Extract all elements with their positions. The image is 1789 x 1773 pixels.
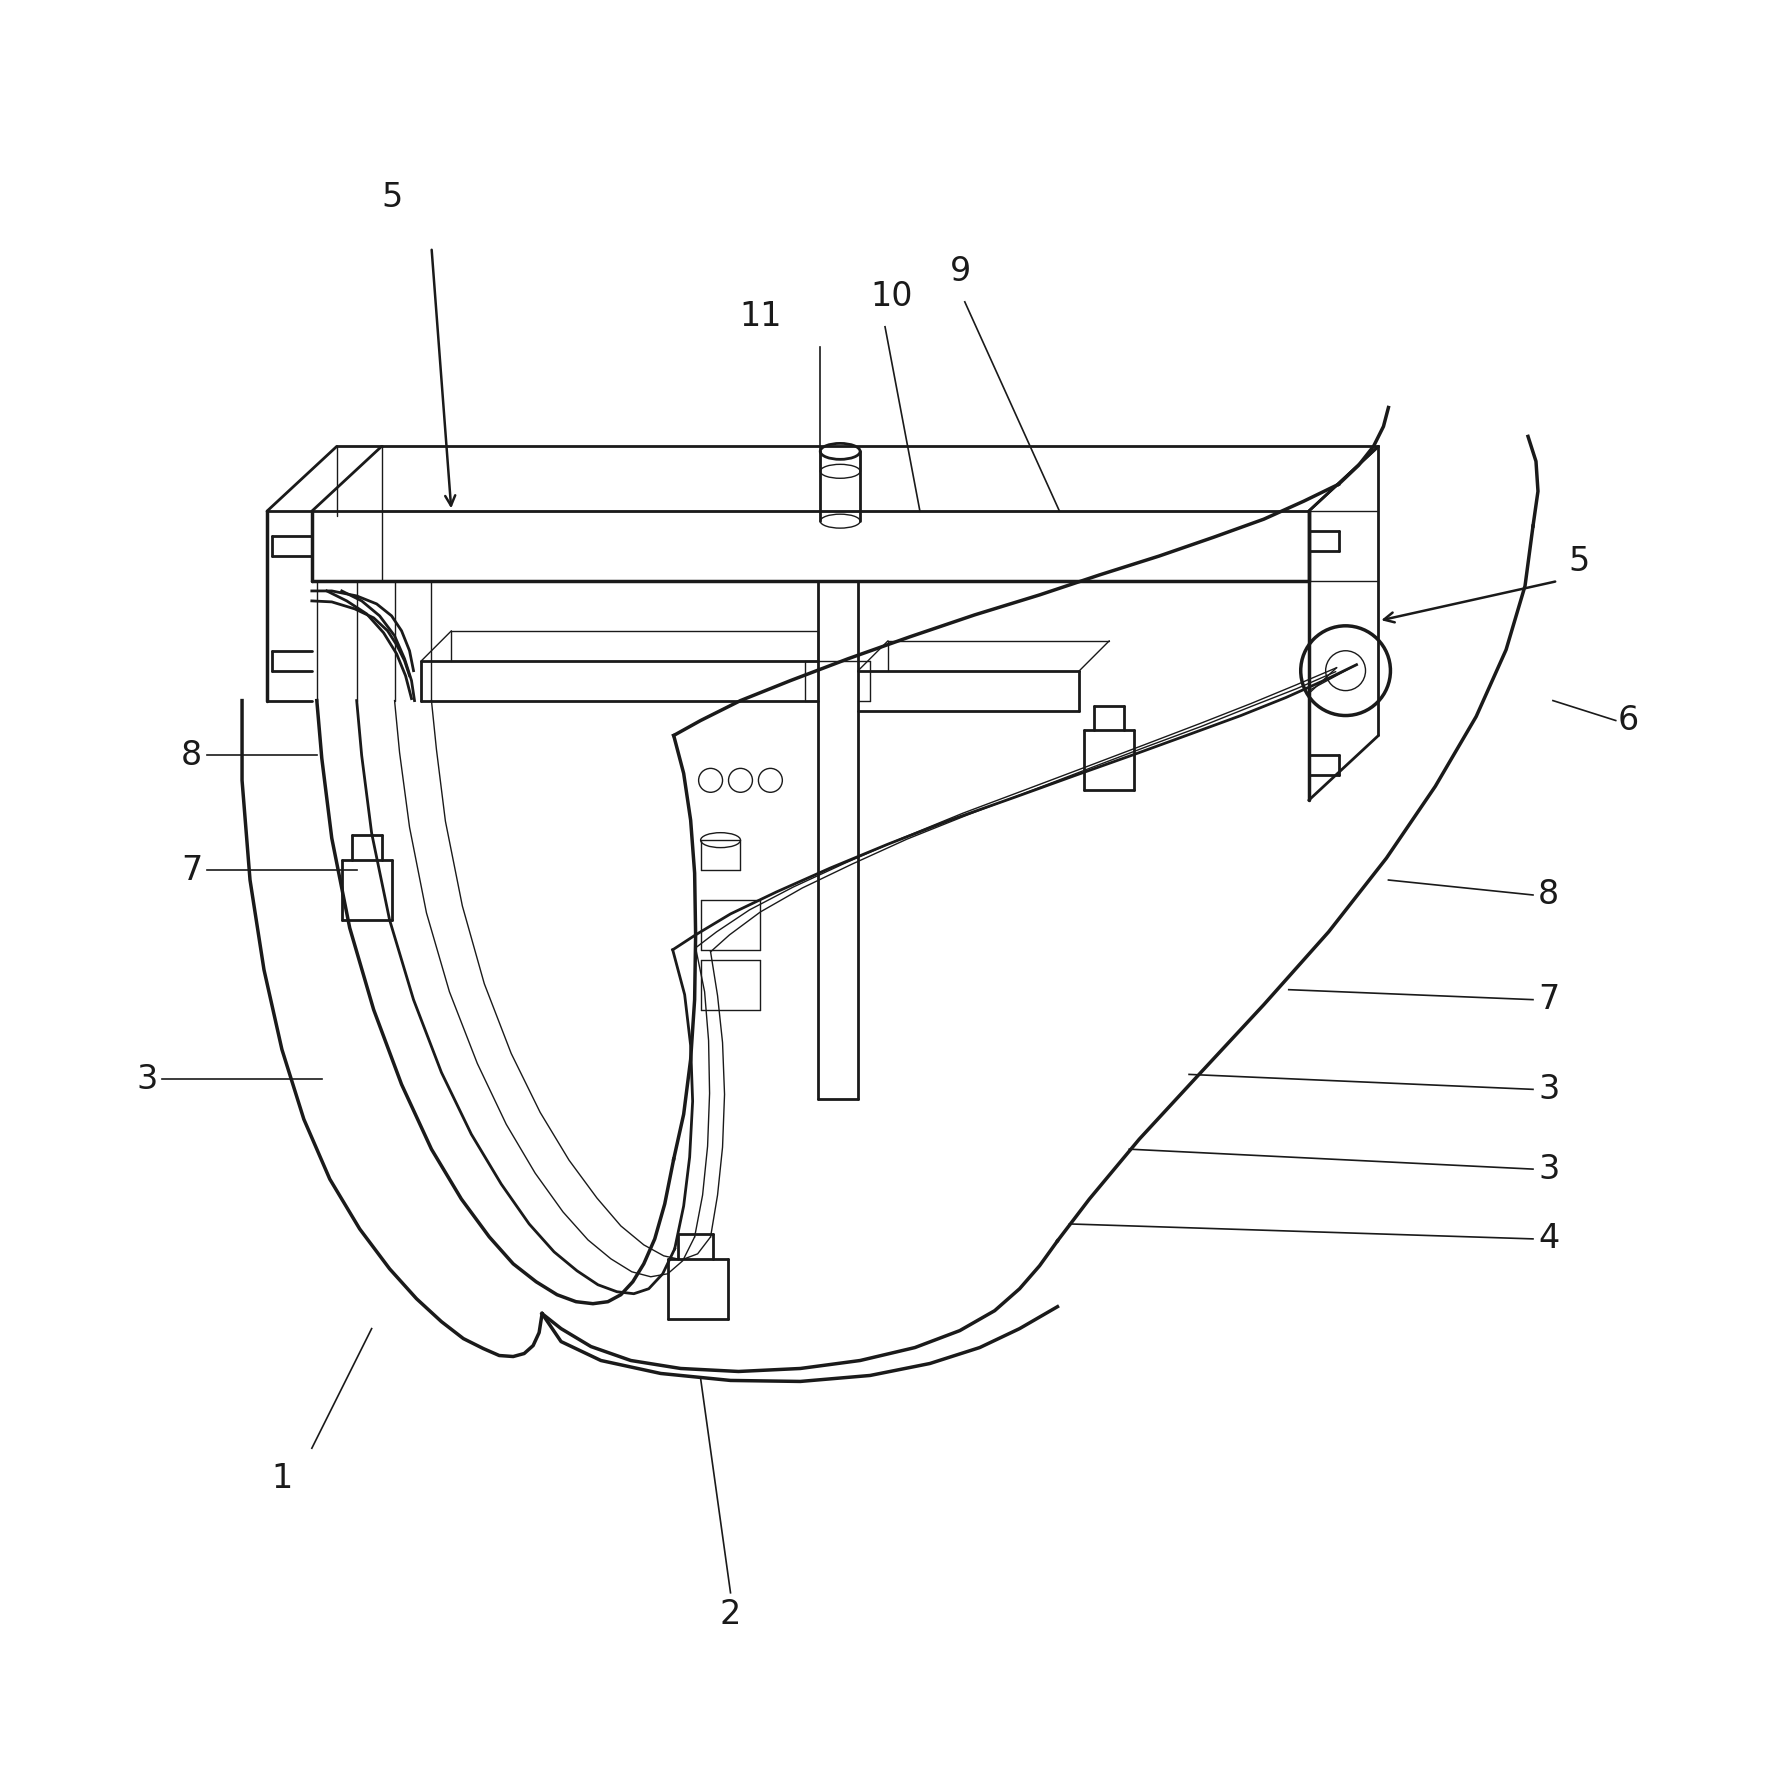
Text: 3: 3 bbox=[136, 1062, 157, 1096]
Text: 8: 8 bbox=[181, 739, 202, 771]
Text: 1: 1 bbox=[272, 1461, 293, 1495]
Text: 3: 3 bbox=[1539, 1073, 1560, 1106]
Text: 8: 8 bbox=[1539, 878, 1558, 911]
Text: 2: 2 bbox=[719, 1597, 741, 1631]
Text: 3: 3 bbox=[1539, 1152, 1560, 1186]
Text: 6: 6 bbox=[1617, 704, 1639, 738]
Text: 5: 5 bbox=[1567, 544, 1589, 578]
Text: 11: 11 bbox=[739, 300, 782, 333]
Text: 9: 9 bbox=[950, 255, 971, 289]
Text: 7: 7 bbox=[1539, 984, 1560, 1016]
Text: 4: 4 bbox=[1539, 1222, 1560, 1255]
Text: 10: 10 bbox=[869, 280, 912, 314]
Text: 7: 7 bbox=[181, 853, 202, 886]
Text: 5: 5 bbox=[381, 181, 403, 215]
